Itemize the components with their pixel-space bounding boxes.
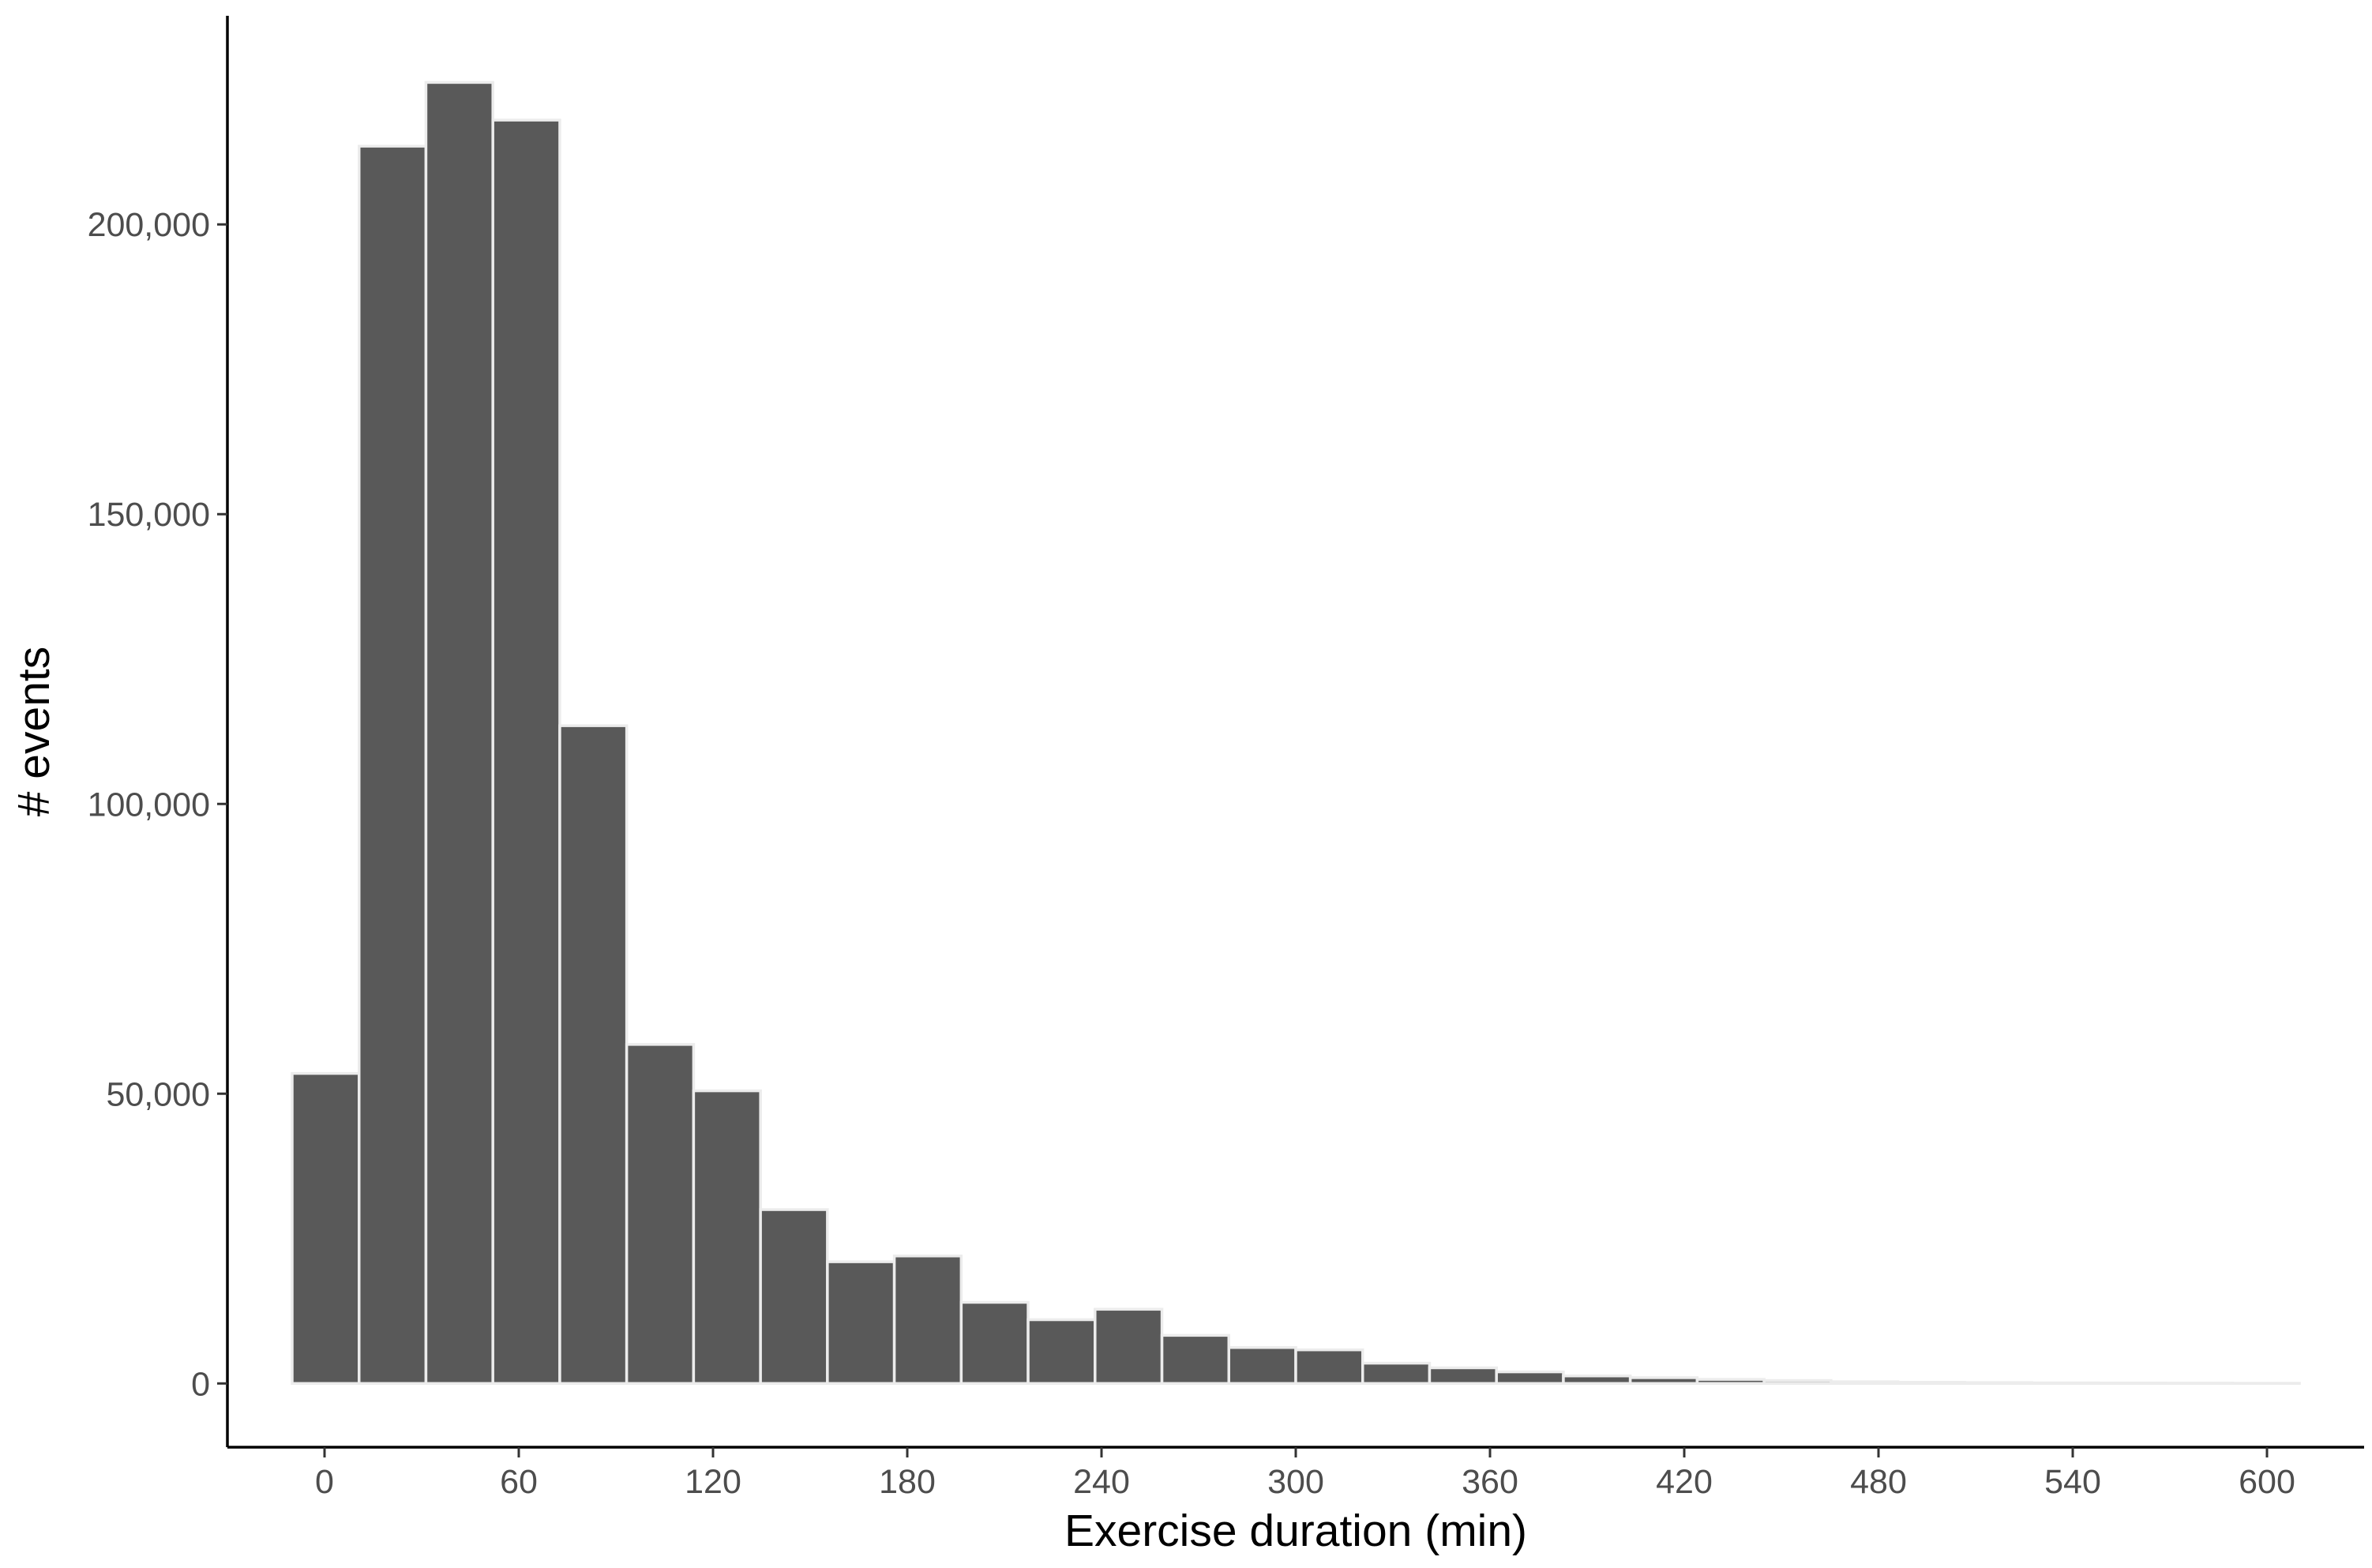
histogram-bar-19: [1562, 1374, 1632, 1386]
x-tick-label: 300: [1267, 1463, 1324, 1501]
histogram-bar-2: [424, 81, 494, 1386]
histogram-bar-0: [291, 1071, 361, 1386]
histogram-bar-27: [2097, 1381, 2167, 1386]
histogram-bar-15: [1294, 1348, 1364, 1386]
y-axis-ticks: 0 50,000 100,000 150,000 200,000: [88, 206, 227, 1403]
x-tick-label: 540: [2044, 1463, 2101, 1501]
x-tick-label: 420: [1656, 1463, 1713, 1501]
y-tick-label: 50,000: [106, 1075, 210, 1113]
bars-layer: [291, 81, 2301, 1386]
histogram-bar-20: [1628, 1376, 1699, 1386]
histogram-bar-17: [1428, 1366, 1498, 1386]
histogram-bar-8: [826, 1260, 896, 1386]
y-axis-title: # events: [9, 647, 59, 816]
x-tick-label: 180: [879, 1463, 936, 1501]
x-tick-label: 600: [2239, 1463, 2295, 1501]
x-tick-label: 60: [500, 1463, 538, 1501]
x-tick-label: 0: [315, 1463, 334, 1501]
histogram-bar-24: [1896, 1381, 1967, 1386]
x-tick-label: 240: [1073, 1463, 1130, 1501]
histogram-bar-9: [892, 1255, 963, 1386]
y-tick-label: 100,000: [88, 786, 210, 823]
x-tick-label: 360: [1462, 1463, 1518, 1501]
histogram-bar-14: [1227, 1346, 1297, 1386]
histogram-bar-5: [625, 1043, 696, 1386]
histogram-bar-12: [1094, 1307, 1164, 1386]
histogram-bar-4: [558, 724, 629, 1386]
histogram-bar-23: [1830, 1380, 1900, 1386]
y-tick-label: 150,000: [88, 496, 210, 534]
y-tick-label: 0: [191, 1365, 210, 1403]
y-tick-label: 200,000: [88, 206, 210, 244]
x-tick-label: 480: [1850, 1463, 1907, 1501]
histogram-bar-16: [1361, 1361, 1432, 1386]
x-axis-title: Exercise duration (min): [1064, 1506, 1527, 1556]
histogram-bar-25: [1963, 1381, 2033, 1386]
histogram-bar-26: [2030, 1381, 2100, 1386]
histogram-bar-10: [959, 1300, 1030, 1386]
histogram-bar-18: [1495, 1370, 1565, 1386]
histogram-bar-7: [759, 1208, 829, 1386]
histogram-bar-21: [1695, 1378, 1766, 1386]
histogram-bar-1: [357, 144, 428, 1386]
histogram-bar-3: [491, 118, 561, 1386]
histogram-bar-13: [1160, 1334, 1231, 1386]
x-axis-ticks: 0 60 120 180 240 300 360 420 480 540 600: [315, 1447, 2295, 1501]
histogram-bar-6: [692, 1089, 762, 1386]
histogram-bar-11: [1026, 1318, 1097, 1386]
x-tick-label: 120: [685, 1463, 741, 1501]
histogram-bar-22: [1762, 1379, 1833, 1386]
